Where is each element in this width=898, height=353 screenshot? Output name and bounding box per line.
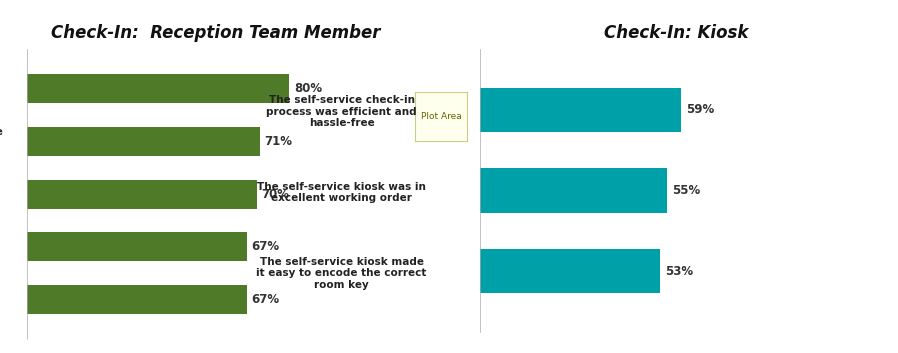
Text: 59%: 59% [686, 103, 714, 116]
Text: 67%: 67% [251, 293, 279, 306]
Title: Check-In:  Reception Team Member: Check-In: Reception Team Member [51, 24, 380, 42]
Text: 70%: 70% [261, 188, 289, 201]
Bar [27, 285, 247, 314]
Bar [480, 88, 681, 132]
Bar [480, 168, 667, 213]
Text: 55%: 55% [673, 184, 700, 197]
Text: 80%: 80% [295, 82, 322, 95]
Text: Plot Area: Plot Area [420, 112, 462, 121]
Text: 71%: 71% [265, 135, 293, 148]
Text: 53%: 53% [665, 265, 693, 278]
Bar [480, 249, 660, 293]
Bar [27, 180, 257, 209]
Bar [27, 74, 289, 103]
Text: 67%: 67% [251, 240, 279, 253]
Title: Check-In: Kiosk: Check-In: Kiosk [603, 24, 748, 42]
Bar [27, 232, 247, 261]
Bar [27, 127, 260, 156]
